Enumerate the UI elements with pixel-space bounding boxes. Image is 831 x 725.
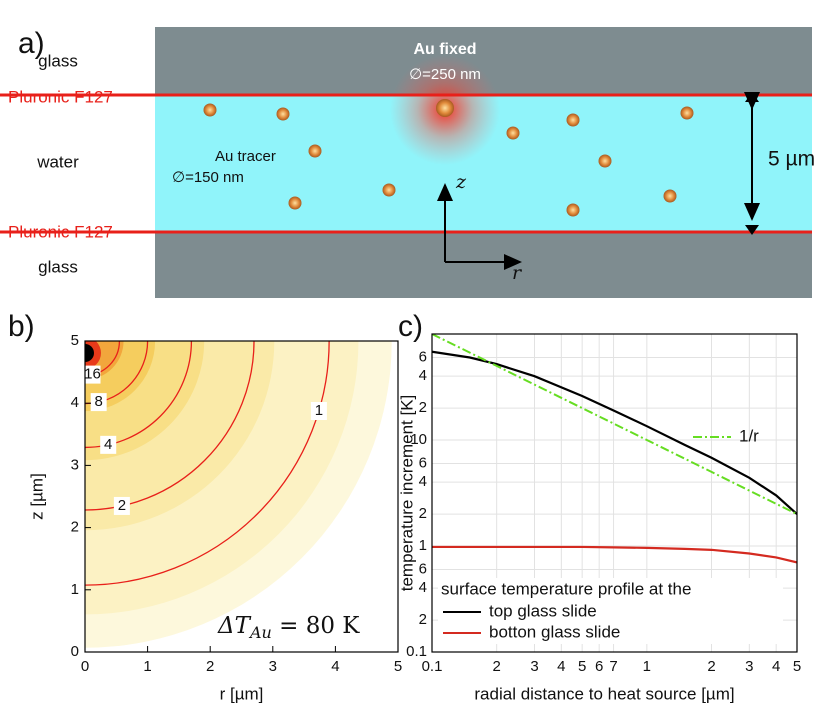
fixed-size: ∅=250 nm — [409, 66, 481, 83]
x-tick-label: 1 — [143, 658, 151, 675]
x-tick-label: 6 — [595, 658, 603, 675]
glass-bottom — [155, 232, 812, 298]
label-bg — [100, 435, 117, 454]
x-axis-label: r [µm] — [220, 684, 264, 703]
label-bg — [310, 401, 327, 420]
au-tracer — [566, 113, 580, 127]
x-tick-label: 3 — [269, 658, 277, 675]
layer-label: glass — [38, 51, 78, 70]
legend-label: 1/r — [739, 426, 759, 445]
contour-line — [85, 341, 330, 586]
y-tick-label: 6 — [419, 348, 427, 365]
y-axis-label: z [µm] — [27, 473, 46, 520]
y-tick-label: 3 — [71, 456, 79, 473]
heat-source — [85, 344, 94, 362]
contour-label: 2 — [118, 497, 126, 514]
label-bg — [90, 393, 107, 412]
fixed-title: Au fixed — [413, 41, 476, 58]
au-tracer — [663, 189, 677, 203]
contour-label: 8 — [94, 393, 102, 410]
contour-label: 16 — [84, 366, 101, 383]
frame — [431, 333, 798, 653]
annotation-part: = 80 K — [272, 613, 360, 639]
au-tracer — [203, 103, 217, 117]
x-tick-label: 4 — [331, 658, 339, 675]
x-tick-label: 7 — [609, 658, 617, 675]
y-tick-label: 4 — [419, 473, 427, 490]
x-axis-label: radial distance to heat source [µm] — [474, 684, 734, 703]
annotation-part: Au — [248, 623, 272, 642]
legend-bg — [438, 578, 783, 644]
au-tracer — [276, 107, 290, 121]
tracer-size: ∅=150 nm — [172, 169, 244, 186]
x-tick-label: 0 — [81, 658, 89, 675]
thickness-label: 5 µm — [768, 148, 815, 171]
x-tick-label: 5 — [793, 658, 801, 675]
series-line — [432, 334, 797, 515]
legend-label: top glass slide — [489, 601, 597, 620]
au-tracer — [566, 203, 580, 217]
label-bg — [113, 496, 130, 515]
y-tick-label: 4 — [419, 367, 427, 384]
y-tick-label: 4 — [419, 579, 427, 596]
series-line — [432, 545, 797, 564]
contour-label: 1 — [315, 402, 323, 419]
au-tracer — [598, 154, 612, 168]
au-tracer — [308, 144, 322, 158]
au-tracer — [506, 126, 520, 140]
frame — [84, 340, 399, 653]
legend-title: surface temperature profile at the — [441, 579, 691, 598]
panel-label: b) — [8, 310, 35, 343]
layer-label: Pluronic F127 — [8, 222, 113, 241]
x-tick-label: 0.1 — [422, 658, 443, 675]
y-tick-label: 5 — [71, 332, 79, 349]
x-tick-label: 4 — [772, 658, 780, 675]
r-label: r — [512, 262, 523, 284]
x-tick-label: 2 — [493, 658, 501, 675]
au-tracer — [680, 106, 694, 120]
y-tick-label: 2 — [419, 505, 427, 522]
legend-label: botton glass slide — [489, 622, 620, 641]
y-tick-label: 10 — [410, 431, 427, 448]
x-tick-label: 1 — [643, 658, 651, 675]
au-fixed — [436, 99, 454, 117]
contour-label: 4 — [104, 436, 112, 453]
x-tick-label: 5 — [394, 658, 402, 675]
y-tick-label: 6 — [419, 560, 427, 577]
x-tick-label: 2 — [707, 658, 715, 675]
y-tick-label: 6 — [419, 454, 427, 471]
y-tick-label: 0.1 — [406, 643, 427, 660]
y-tick-label: 2 — [419, 611, 427, 628]
annotation-part: ΔT — [217, 613, 252, 639]
panel-label: a) — [18, 27, 45, 60]
annotation: ΔTAu = 80 K — [217, 613, 360, 642]
x-tick-label: 3 — [530, 658, 538, 675]
z-label: z — [455, 171, 467, 193]
contour-fill: 1 2 4 8 16 — [84, 341, 392, 648]
layer-label: water — [36, 152, 79, 171]
x-tick-label: 4 — [557, 658, 565, 675]
series-line — [432, 350, 797, 515]
y-tick-label: 1 — [71, 581, 79, 598]
y-tick-label: 2 — [71, 519, 79, 536]
label-bg — [85, 365, 101, 384]
layer-label: Pluronic F127 — [8, 87, 113, 106]
panel-label: c) — [398, 310, 423, 343]
layer-label: glass — [38, 257, 78, 276]
tracer-title: Au tracer — [215, 148, 276, 165]
tracers — [203, 103, 694, 217]
y-tick-label: 1 — [419, 537, 427, 554]
y-axis-label: temperature increment [K] — [397, 395, 416, 592]
x-tick-label: 3 — [745, 658, 753, 675]
y-tick-label: 4 — [71, 394, 79, 411]
y-tick-label: 2 — [419, 399, 427, 416]
au-tracer — [288, 196, 302, 210]
x-tick-label: 5 — [578, 658, 586, 675]
au-tracer — [382, 183, 396, 197]
lines — [432, 334, 797, 564]
x-tick-label: 2 — [206, 658, 214, 675]
y-tick-label: 0 — [71, 643, 79, 660]
